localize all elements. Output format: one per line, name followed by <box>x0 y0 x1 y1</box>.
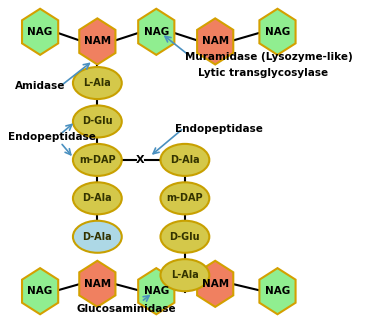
Polygon shape <box>138 9 174 55</box>
Text: NAM: NAM <box>202 36 229 47</box>
Text: D-Ala: D-Ala <box>82 193 112 203</box>
Text: NAM: NAM <box>84 36 111 47</box>
Polygon shape <box>197 18 233 65</box>
Ellipse shape <box>160 221 209 253</box>
Text: NAG: NAG <box>144 27 169 37</box>
Polygon shape <box>79 18 116 65</box>
Text: X: X <box>136 155 145 165</box>
Polygon shape <box>260 9 296 55</box>
Ellipse shape <box>73 182 122 214</box>
Text: Amidase: Amidase <box>15 81 65 91</box>
Text: m-DAP: m-DAP <box>79 155 116 165</box>
Text: NAM: NAM <box>202 279 229 289</box>
Text: Endopeptidase: Endopeptidase <box>8 132 96 142</box>
Text: D-Ala: D-Ala <box>170 155 200 165</box>
Ellipse shape <box>73 221 122 253</box>
Ellipse shape <box>73 144 122 176</box>
Text: Muramidase (Lysozyme-like): Muramidase (Lysozyme-like) <box>185 52 352 62</box>
Ellipse shape <box>73 67 122 99</box>
Ellipse shape <box>160 144 209 176</box>
Polygon shape <box>22 9 58 55</box>
Text: D-Glu: D-Glu <box>170 232 200 242</box>
Polygon shape <box>79 261 116 307</box>
Polygon shape <box>138 268 174 314</box>
Text: Lytic transglycosylase: Lytic transglycosylase <box>198 68 328 78</box>
Text: NAM: NAM <box>84 279 111 289</box>
Polygon shape <box>22 268 58 314</box>
Text: NAG: NAG <box>265 27 290 37</box>
Ellipse shape <box>160 259 209 291</box>
Ellipse shape <box>160 182 209 214</box>
Text: L-Ala: L-Ala <box>171 270 199 280</box>
Text: NAG: NAG <box>27 27 53 37</box>
Ellipse shape <box>73 106 122 138</box>
Text: NAG: NAG <box>265 286 290 296</box>
Text: m-DAP: m-DAP <box>166 193 203 203</box>
Polygon shape <box>260 268 296 314</box>
Text: D-Glu: D-Glu <box>82 117 112 127</box>
Text: L-Ala: L-Ala <box>84 78 111 88</box>
Text: Glucosaminidase: Glucosaminidase <box>76 304 176 314</box>
Text: NAG: NAG <box>27 286 53 296</box>
Text: D-Ala: D-Ala <box>82 232 112 242</box>
Text: NAG: NAG <box>144 286 169 296</box>
Polygon shape <box>197 261 233 307</box>
Text: Endopeptidase: Endopeptidase <box>175 124 262 134</box>
